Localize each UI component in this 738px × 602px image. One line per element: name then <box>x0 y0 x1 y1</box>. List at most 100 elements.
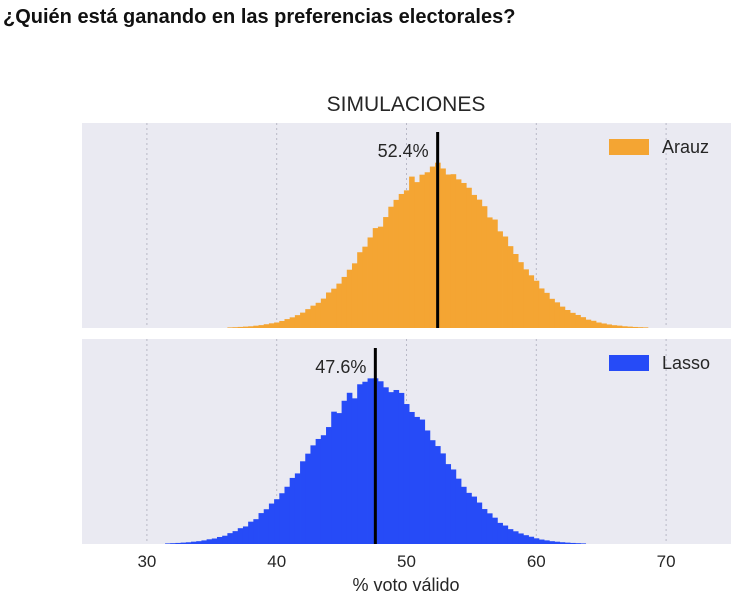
histogram-bar <box>440 453 446 544</box>
x-tick-label: 60 <box>527 552 546 571</box>
x-tick-label: 70 <box>657 552 676 571</box>
histogram-bar <box>201 540 208 544</box>
histogram-bar <box>409 176 415 328</box>
histogram-bar <box>216 536 223 544</box>
histogram-bar <box>611 325 618 328</box>
x-axis-label: % voto válido <box>352 575 459 595</box>
histogram-bar <box>300 312 306 328</box>
histogram-bar <box>284 319 291 328</box>
histogram-bar <box>388 392 394 544</box>
histogram-bar <box>377 381 384 544</box>
x-tick-label: 40 <box>267 552 286 571</box>
histogram-bar <box>627 326 633 328</box>
histogram-bar <box>544 540 550 544</box>
histogram-bar <box>341 276 348 328</box>
x-tick-label: 50 <box>397 552 416 571</box>
histogram-bar <box>533 538 540 544</box>
histogram-bar <box>564 542 571 544</box>
histogram-bar <box>580 543 587 544</box>
histogram-bar <box>538 288 545 328</box>
histogram-bar <box>336 413 342 544</box>
legend-label: Arauz <box>662 137 709 157</box>
histogram-bar <box>632 326 638 328</box>
histogram-bar <box>206 539 213 544</box>
histogram-bar <box>450 469 457 544</box>
histogram-bar <box>455 179 462 328</box>
histogram-bar <box>294 315 301 328</box>
histogram-bar <box>367 378 374 544</box>
histogram-bar <box>497 522 503 544</box>
histogram-bar <box>196 541 202 544</box>
histogram-bar <box>185 542 192 544</box>
histogram-bars <box>227 162 649 328</box>
histogram-bar <box>461 182 467 328</box>
chart-title: SIMULACIONES <box>327 93 486 116</box>
histogram-bar <box>403 404 410 544</box>
histogram-bar <box>237 326 244 328</box>
histogram-bar <box>502 236 509 328</box>
histogram-bar <box>403 190 410 328</box>
histogram-bar <box>351 398 358 544</box>
histogram-bar <box>248 326 254 328</box>
histogram-bar <box>393 389 400 544</box>
histogram-bar <box>419 174 426 328</box>
histogram-bar <box>180 542 187 544</box>
histogram-bar <box>554 302 561 328</box>
histogram-bar <box>414 416 420 544</box>
reference-annotation: 47.6% <box>315 357 366 377</box>
histogram-bar <box>326 292 332 328</box>
histogram-bar <box>476 502 483 544</box>
histogram-bar <box>320 298 327 328</box>
histogram-bar <box>300 461 306 544</box>
histogram-bar <box>336 283 342 328</box>
histogram-bar <box>222 535 228 544</box>
histogram-bar <box>191 541 197 544</box>
histogram-bar <box>362 246 368 328</box>
histogram-bar <box>445 174 452 328</box>
histogram-bar <box>564 309 571 328</box>
histogram-bar <box>310 445 317 544</box>
histogram-bar <box>393 199 400 328</box>
histogram-bar <box>237 528 244 544</box>
panel-lasso: 47.6% Lasso <box>82 339 731 544</box>
histogram-bar <box>242 326 249 328</box>
histogram-bar <box>559 542 566 544</box>
histogram-bar <box>492 219 498 328</box>
histogram-bar <box>621 326 628 328</box>
reference-annotation: 52.4% <box>378 141 429 161</box>
histogram-bar <box>372 228 379 328</box>
histogram-bar <box>435 446 441 544</box>
histogram-bar <box>523 535 529 544</box>
histogram-bar <box>253 325 259 328</box>
histogram-bar <box>466 492 472 544</box>
histogram-bar <box>170 543 176 544</box>
histogram-bar <box>279 493 285 544</box>
histogram-bar <box>575 314 581 328</box>
histogram-bar <box>606 324 612 328</box>
histogram-bar <box>362 381 368 544</box>
histogram-bar <box>518 262 524 328</box>
histogram-bar <box>549 541 555 544</box>
histogram-bar <box>274 322 280 328</box>
histogram-bar <box>398 392 405 544</box>
histogram-bar <box>616 325 623 328</box>
histogram-bar <box>357 252 363 328</box>
histogram-bar <box>253 519 259 544</box>
histogram-bar <box>289 477 296 544</box>
histogram-bar <box>429 166 436 328</box>
histogram-bar <box>232 531 239 544</box>
histogram-bar <box>570 542 576 544</box>
histogram-bar <box>346 269 353 328</box>
histogram-bar <box>310 305 317 328</box>
histogram-bar <box>383 217 389 328</box>
histogram-bar <box>414 182 420 328</box>
histogram-bar <box>165 543 171 544</box>
histogram-bar <box>263 509 270 544</box>
histogram-bar <box>320 435 327 544</box>
histogram-bar <box>502 525 509 544</box>
histogram-bar <box>331 411 337 544</box>
legend-swatch <box>609 355 649 371</box>
histogram-bar <box>528 536 535 544</box>
histogram-bar <box>305 453 311 544</box>
